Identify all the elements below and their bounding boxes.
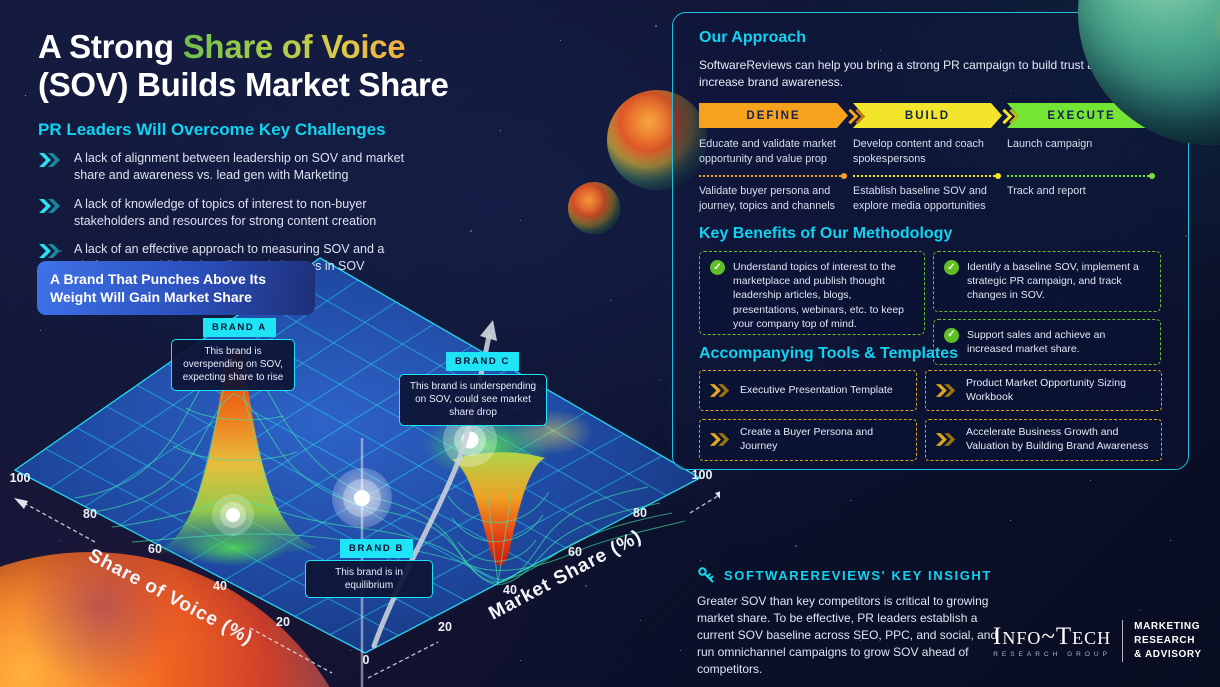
key-message-banner: A Brand That Punches Above Its Weight Wi…: [37, 261, 315, 316]
sov-tick: 40: [213, 579, 227, 593]
list-item: A lack of alignment between leadership o…: [38, 150, 428, 185]
planet-middle-small: [568, 182, 620, 234]
brand-a-chip: BRAND A: [203, 318, 276, 337]
tool-label: Product Market Opportunity Sizing Workbo…: [966, 377, 1126, 403]
approach-panel: Our Approach SoftwareReviews can help yo…: [672, 12, 1189, 470]
tools-heading: Accompanying Tools & Templates: [699, 345, 959, 362]
logo-tagline: MARKETING RESEARCH & ADVISORY: [1122, 620, 1220, 662]
planet-middle-large: [607, 90, 707, 190]
benefits-boxes: Understand topics of interest to the mar…: [699, 251, 1162, 365]
brand-c-valley: [452, 452, 545, 566]
benefit-box: Identify a baseline SOV, implement a str…: [933, 251, 1161, 312]
challenges-heading: PR Leaders Will Overcome Key Challenges: [38, 120, 386, 139]
step-text: Track and report: [1007, 185, 1086, 197]
logo-wordmark: Info~Tech: [993, 623, 1112, 650]
title-prefix: A Strong: [38, 28, 174, 65]
approach-heading: Our Approach: [699, 29, 806, 46]
step-text: Establish baseline SOV and explore media…: [853, 185, 987, 212]
sov-tick: 20: [276, 615, 290, 629]
approach-description: SoftwareReviews can help you bring a str…: [699, 58, 1108, 89]
challenge-text: A lack of alignment between leadership o…: [74, 151, 405, 183]
ms-tick: 100: [692, 468, 713, 482]
benefit-text: Understand topics of interest to the mar…: [733, 261, 905, 330]
sov-axis-arrowhead: [14, 498, 28, 509]
sov-market-share-surface-chart: 100 80 60 40 20 0 20 40 60 80 100 Share …: [10, 257, 720, 687]
key-insight-heading: SOFTWAREREVIEWS' KEY INSIGHT: [724, 567, 992, 583]
challenge-text: A lack of knowledge of topics of interes…: [74, 196, 377, 228]
dotted-divider: [699, 173, 847, 179]
origin-tick: 0: [363, 653, 370, 667]
step-text: Educate and validate market opportunity …: [699, 138, 836, 165]
dotted-divider: [853, 173, 1001, 179]
tool-item[interactable]: Accelerate Business Growth and Valuation…: [925, 419, 1162, 461]
step-text: Develop content and coach spokespersons: [853, 138, 984, 165]
brand-c-tooltip: This brand is underspending on SOV, coul…: [399, 374, 547, 426]
sov-tick: 80: [83, 507, 97, 521]
double-chevron-icon: [39, 244, 60, 258]
key-insight-text: Greater SOV than key competitors is crit…: [697, 594, 998, 677]
double-chevron-gold-icon: [709, 384, 730, 398]
check-icon: [710, 260, 725, 275]
key-icon: [698, 567, 714, 583]
double-chevron-gold-icon: [935, 384, 956, 398]
check-icon: [944, 260, 959, 275]
logo-tagline-line1: MARKETING RESEARCH: [1134, 621, 1201, 646]
star-field-bright: [0, 0, 2, 2]
axis-ticks: 100 80 60 40 20 0 20 40 60 80 100: [10, 468, 713, 667]
benefit-text: Support sales and achieve an increased m…: [967, 328, 1106, 355]
infotech-logo: Info~Tech RESEARCH GROUP MARKETING RESEA…: [993, 620, 1220, 662]
benefits-heading: Key Benefits of Our Methodology: [699, 225, 953, 242]
title-line2: (SOV) Builds Market Share: [38, 65, 449, 103]
list-item: A lack of knowledge of topics of interes…: [38, 196, 428, 231]
double-chevron-icon: [39, 153, 60, 167]
axis-guide-lines: [23, 493, 720, 679]
step-define: DEFINE: [699, 103, 848, 128]
growth-arrow-head: [480, 320, 497, 341]
ms-axis-arrowhead: [715, 491, 720, 499]
sov-tick: 100: [10, 471, 31, 485]
tools-grid: Executive Presentation Template Product …: [699, 370, 1162, 461]
ms-tick: 40: [503, 583, 517, 597]
brand-c-chip: BRAND C: [446, 352, 520, 371]
benefit-box: Support sales and achieve an increased m…: [933, 318, 1161, 365]
brand-b-tooltip: This brand is in equilibrium: [305, 560, 433, 599]
step-text: Validate buyer persona and journey, topi…: [699, 185, 836, 212]
tool-label: Create a Buyer Persona and Journey: [740, 426, 874, 452]
page-title: A Strong Share of Voice (SOV) Builds Mark…: [38, 28, 449, 103]
ms-tick: 60: [568, 545, 582, 559]
ms-tick: 20: [438, 620, 452, 634]
brand-b-marker: [318, 454, 406, 542]
tool-item[interactable]: Product Market Opportunity Sizing Workbo…: [925, 370, 1162, 412]
brand-a-marker: [212, 494, 254, 536]
title-highlight: Share of Voice: [182, 28, 406, 65]
logo-tagline-line2: & ADVISORY: [1134, 649, 1202, 660]
build-column: Develop content and coach spokespersons …: [853, 137, 1001, 213]
define-column: Educate and validate market opportunity …: [699, 137, 847, 213]
tool-item[interactable]: Executive Presentation Template: [699, 370, 917, 412]
process-arrows: DEFINE BUILD EXECUTE: [699, 103, 1162, 128]
tool-item[interactable]: Create a Buyer Persona and Journey: [699, 419, 917, 461]
double-chevron-icon: [39, 198, 60, 213]
tool-label: Accelerate Business Growth and Valuation…: [966, 426, 1149, 452]
execute-column: Launch campaign Track and report: [1007, 137, 1155, 199]
benefit-text: Identify a baseline SOV, implement a str…: [967, 261, 1139, 302]
double-chevron-gold-icon: [709, 433, 730, 447]
brand-a-tooltip: This brand is overspending on SOV, expec…: [171, 339, 295, 391]
sov-tick: 60: [148, 542, 162, 556]
tool-label: Executive Presentation Template: [740, 383, 893, 396]
check-icon: [944, 327, 959, 343]
step-build: BUILD: [853, 103, 1002, 128]
dotted-divider: [1007, 173, 1155, 179]
double-chevron-gold-icon: [935, 433, 956, 447]
ms-tick: 80: [633, 506, 647, 520]
key-insight-heading-row: SOFTWAREREVIEWS' KEY INSIGHT: [697, 566, 992, 584]
benefit-box: Understand topics of interest to the mar…: [699, 251, 925, 335]
brand-b-chip: BRAND B: [340, 539, 414, 558]
logo-subtitle: RESEARCH GROUP: [993, 651, 1111, 658]
brand-a-peak: [152, 351, 318, 556]
step-text: Launch campaign: [1007, 138, 1093, 150]
